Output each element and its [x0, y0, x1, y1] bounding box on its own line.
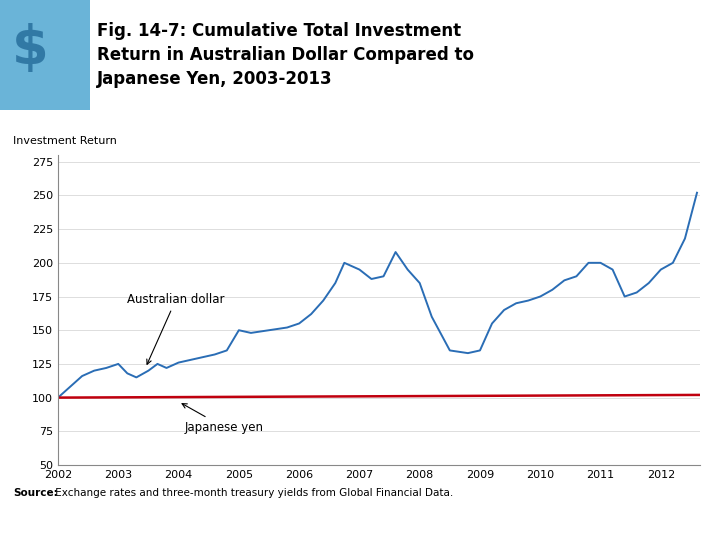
Text: Source:: Source:: [13, 488, 58, 497]
Text: 14-44: 14-44: [677, 520, 707, 530]
Text: Fig. 14-7: Cumulative Total Investment: Fig. 14-7: Cumulative Total Investment: [97, 22, 462, 40]
Text: Return in Australian Dollar Compared to: Return in Australian Dollar Compared to: [97, 46, 474, 64]
Text: Japanese yen: Japanese yen: [182, 403, 264, 434]
Text: Copyright ©2015 Pearson Education, Inc. All rights reserved.: Copyright ©2015 Pearson Education, Inc. …: [13, 520, 332, 530]
Text: Australian dollar: Australian dollar: [127, 293, 225, 364]
Text: Exchange rates and three-month treasury yields from Global Financial Data.: Exchange rates and three-month treasury …: [52, 488, 453, 497]
Bar: [0, 0, 90, 110]
Text: Japanese Yen, 2003-2013: Japanese Yen, 2003-2013: [97, 70, 333, 88]
Text: $: $: [12, 24, 49, 76]
Text: Investment Return: Investment Return: [13, 136, 117, 146]
